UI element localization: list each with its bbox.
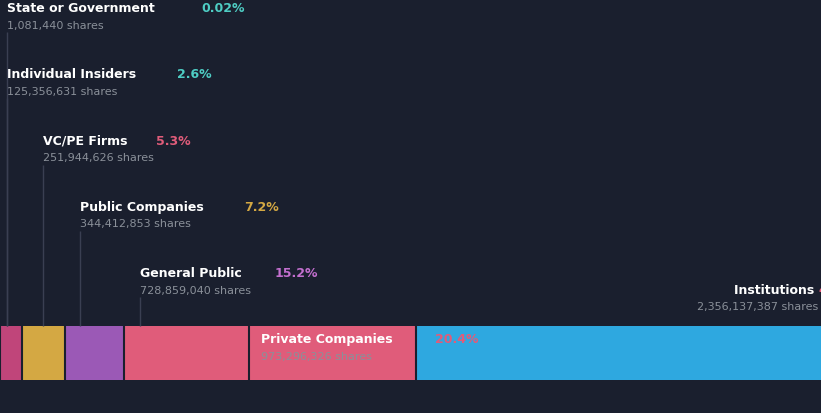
Text: General Public: General Public [140,266,241,279]
Text: 1,081,440 shares: 1,081,440 shares [7,21,103,31]
Text: 20.4%: 20.4% [435,332,479,345]
Bar [249,326,416,380]
Bar [0,326,21,380]
Bar [416,326,821,380]
Bar [124,326,249,380]
Text: 251,944,626 shares: 251,944,626 shares [43,153,154,163]
Text: 344,412,853 shares: 344,412,853 shares [80,219,191,229]
Text: 2,356,137,387 shares: 2,356,137,387 shares [697,301,819,311]
Text: 7.2%: 7.2% [244,200,279,213]
Text: State or Government: State or Government [7,2,154,15]
Text: 5.3%: 5.3% [156,134,190,147]
Text: Institutions: Institutions [734,283,819,296]
Bar [65,326,124,380]
Text: 49.3%: 49.3% [819,283,821,296]
Text: VC/PE Firms: VC/PE Firms [43,134,127,147]
Text: 15.2%: 15.2% [275,266,319,279]
Text: 973,296,326 shares: 973,296,326 shares [261,351,372,361]
Text: 125,356,631 shares: 125,356,631 shares [7,87,117,97]
Text: Public Companies: Public Companies [80,200,204,213]
Bar [21,326,65,380]
Text: Private Companies: Private Companies [261,332,392,345]
Text: Individual Insiders: Individual Insiders [7,68,135,81]
Text: 2.6%: 2.6% [177,68,212,81]
Text: 0.02%: 0.02% [201,2,245,15]
Text: 728,859,040 shares: 728,859,040 shares [140,285,250,295]
